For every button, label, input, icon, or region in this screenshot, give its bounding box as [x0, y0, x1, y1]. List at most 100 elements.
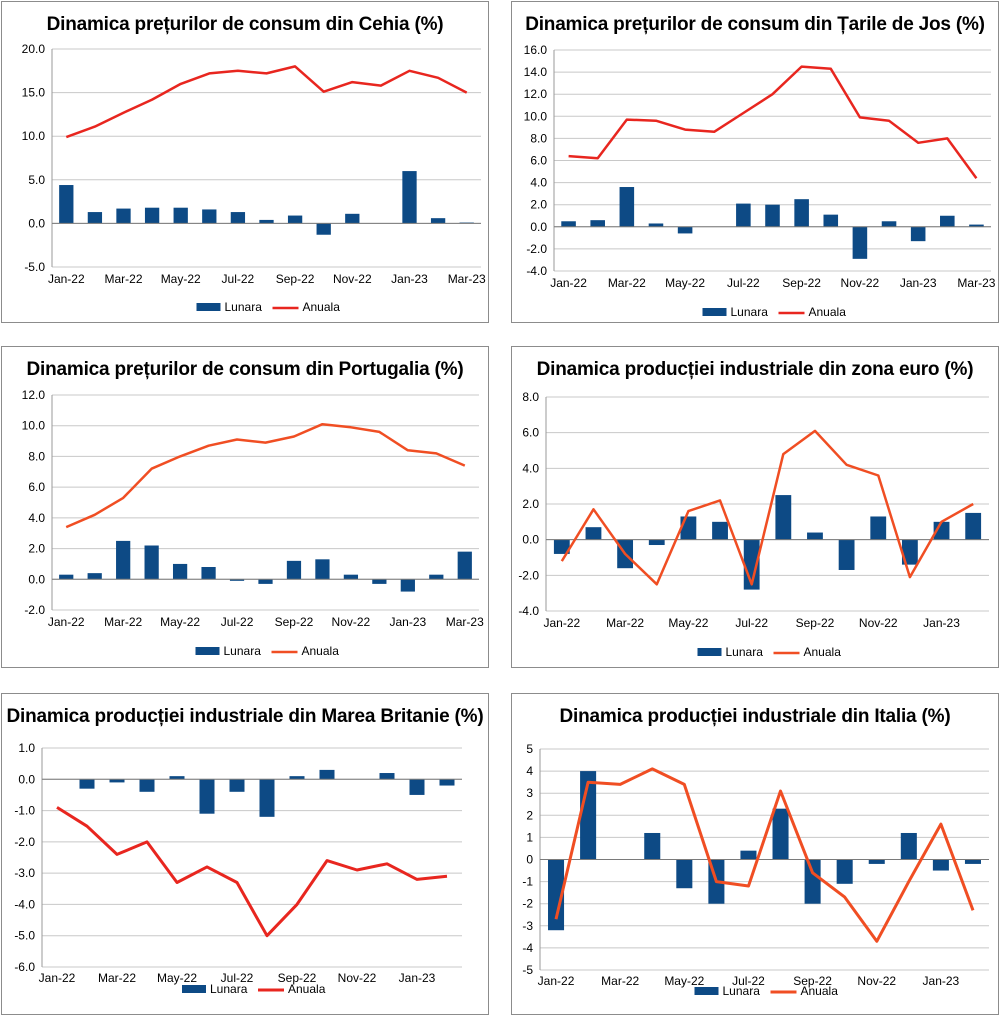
chart-panel-marea-britanie: Dinamica producției industriale din Mare… — [1, 693, 489, 1015]
y-tick-label: -2.0 — [518, 568, 539, 582]
x-tick-label: Jan-22 — [538, 974, 575, 988]
x-tick-label: Mar-22 — [98, 971, 136, 985]
x-tick-label: May-22 — [161, 272, 201, 286]
legend-swatch-lunara — [196, 303, 221, 311]
legend-swatch-lunara — [195, 647, 220, 655]
bar-lunara — [172, 563, 188, 580]
bar-lunara — [258, 579, 273, 584]
x-tick-label: Jan-22 — [543, 616, 580, 630]
legend-swatch-lunara — [702, 308, 727, 316]
y-tick-label: 0.0 — [530, 220, 547, 234]
y-tick-label: 10.0 — [524, 109, 548, 123]
bar-lunara — [932, 859, 949, 871]
bar-lunara — [677, 226, 693, 234]
line-anuala — [56, 806, 448, 938]
legend-label-anuala: Anuala — [288, 982, 326, 996]
y-tick-label: 1 — [526, 830, 533, 844]
bar-lunara — [644, 832, 661, 860]
x-tick-label: Mar-22 — [608, 276, 646, 290]
bar-lunara — [439, 779, 455, 786]
y-tick-label: -4 — [522, 941, 533, 955]
legend-label-anuala: Anuala — [804, 645, 842, 659]
y-tick-label: 2 — [526, 808, 533, 822]
y-tick-label: 16.0 — [524, 43, 548, 57]
bar-lunara — [648, 539, 665, 546]
chart-marea-britanie: 1.0 0.0 -1.0 -2.0 -3.0 -4.0 -5.0 -6.0 Jan-22 Mar-… — [14, 741, 462, 996]
bar-lunara — [910, 226, 926, 242]
chart-panel-cehia: Dinamica prețurilor de consum din Cehia … — [1, 1, 489, 323]
y-tick-label: 20.0 — [22, 42, 46, 56]
bar-lunara — [740, 850, 757, 860]
x-tick-label: Sep-22 — [276, 272, 315, 286]
y-tick-label: 5.0 — [28, 173, 45, 187]
x-tick-label: May-22 — [157, 971, 197, 985]
bar-lunara — [230, 212, 246, 224]
bar-lunara — [319, 769, 335, 780]
x-tick-label: Mar-22 — [104, 272, 142, 286]
bar-lunara — [619, 187, 635, 227]
chart-italia: 5 4 3 2 1 0 -1 -2 -3 -4 -5 Jan-22 Mar-22 May-22 Jul-22… — [522, 742, 989, 998]
x-tick-label: Jan-23 — [923, 616, 960, 630]
y-tick-label: 2.0 — [530, 198, 547, 212]
y-tick-label: -2.0 — [24, 603, 45, 617]
bar-lunara — [964, 859, 981, 864]
bar-lunara — [59, 185, 74, 224]
y-tick-label: -5.0 — [24, 260, 45, 274]
y-tick-label: 12.0 — [22, 388, 46, 402]
y-tick-label: 14.0 — [524, 65, 548, 79]
x-tick-label: Nov-22 — [841, 276, 880, 290]
bar-lunara — [202, 209, 217, 224]
x-tick-label: Sep-22 — [278, 971, 317, 985]
bar-lunara — [229, 779, 245, 792]
y-tick-label: -2.0 — [14, 835, 35, 849]
bar-lunara — [343, 574, 359, 580]
bar-lunara — [548, 859, 565, 931]
x-tick-label: Jan-22 — [550, 276, 587, 290]
x-tick-label: Nov-22 — [333, 272, 372, 286]
legend-label-lunara: Lunara — [726, 645, 764, 659]
x-tick-label: Nov-22 — [332, 615, 371, 629]
y-tick-label: 0.0 — [522, 533, 539, 547]
bar-lunara — [173, 207, 188, 224]
y-tick-label: -3.0 — [14, 866, 35, 880]
legend-label-anuala: Anuala — [302, 644, 340, 658]
bar-lunara — [199, 779, 215, 814]
chart-title: Dinamica prețurilor de consum din Cehia … — [46, 14, 444, 35]
line-anuala — [65, 65, 468, 139]
chart-title: Dinamica producției industriale din zona… — [536, 359, 974, 380]
y-tick-label: 8.0 — [28, 449, 45, 463]
x-tick-label: Mar-22 — [606, 616, 644, 630]
bar-lunara — [87, 212, 103, 224]
y-tick-label: 4.0 — [28, 511, 45, 525]
bar-lunara — [289, 776, 305, 780]
bar-lunara — [823, 214, 839, 227]
bar-lunara — [940, 215, 955, 227]
y-tick-label: 6.0 — [28, 480, 45, 494]
x-tick-label: May-22 — [664, 974, 704, 988]
x-tick-label: Nov-22 — [338, 971, 377, 985]
x-tick-label: Mar-22 — [104, 615, 142, 629]
bar-lunara — [838, 539, 855, 570]
bar-lunara — [429, 574, 444, 580]
x-tick-label: Jan-23 — [923, 974, 960, 988]
y-tick-label: 0 — [526, 853, 533, 867]
y-tick-label: 4 — [526, 764, 533, 778]
x-tick-label: Sep-22 — [782, 276, 821, 290]
bar-lunara — [430, 218, 446, 224]
bar-lunara — [836, 859, 853, 884]
y-tick-label: -4.0 — [526, 264, 547, 278]
x-tick-label: Nov-22 — [857, 974, 896, 988]
bar-lunara — [590, 220, 605, 227]
chart-title: Dinamica prețurilor de consum din Portug… — [26, 359, 464, 380]
bar-lunara — [457, 551, 472, 580]
bar-lunara — [712, 521, 728, 540]
x-tick-label: Jul-22 — [222, 272, 255, 286]
bar-lunara — [765, 204, 780, 227]
x-tick-label: Jul-22 — [735, 616, 768, 630]
y-tick-label: 0.0 — [28, 216, 45, 230]
chart-title: Dinamica producției industriale din Mare… — [6, 706, 484, 727]
y-tick-label: 4.0 — [530, 176, 547, 190]
x-tick-label: Jan-22 — [48, 272, 85, 286]
bar-lunara — [870, 516, 887, 540]
